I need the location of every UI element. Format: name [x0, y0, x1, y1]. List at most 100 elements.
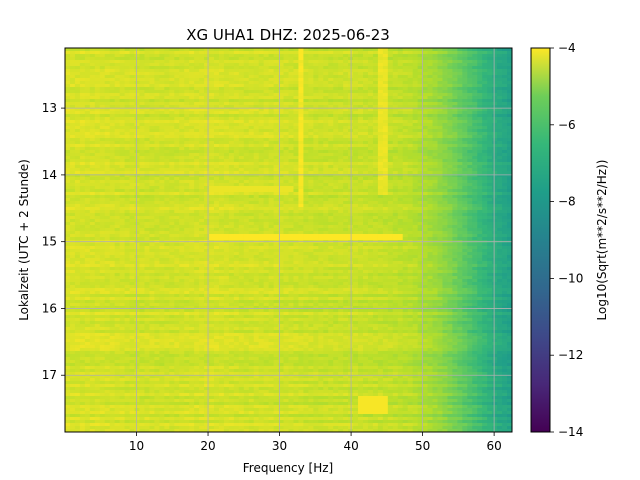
heatmap-cell — [99, 114, 106, 118]
heatmap-cell — [149, 99, 155, 103]
heatmap-cell — [372, 57, 379, 61]
heatmap-cell — [69, 81, 76, 85]
heatmap-cell — [283, 102, 290, 106]
heatmap-cell — [467, 72, 473, 76]
heatmap-cell — [452, 96, 458, 100]
heatmap-cell — [462, 90, 468, 94]
heatmap-cell — [179, 117, 185, 121]
heatmap-cell — [194, 54, 200, 58]
heatmap-cell — [407, 48, 414, 52]
heatmap-cell — [422, 114, 429, 118]
heatmap-cell — [353, 81, 359, 85]
heatmap-cell — [353, 126, 359, 130]
heatmap-cell — [452, 120, 458, 124]
heatmap-cell — [233, 126, 240, 130]
heatmap-cell — [139, 90, 146, 94]
heatmap-cell — [238, 108, 245, 112]
heatmap-cell — [164, 72, 170, 76]
heatmap-cell — [392, 117, 399, 121]
heatmap-cell — [258, 78, 265, 82]
heatmap-cell — [144, 114, 151, 118]
heatmap-cell — [482, 84, 488, 88]
heatmap-cell — [367, 126, 374, 130]
heatmap-cell — [109, 108, 116, 112]
heatmap-cell — [218, 114, 225, 118]
heatmap-cell — [194, 60, 200, 64]
heatmap-cell — [492, 78, 498, 82]
heatmap-cell — [169, 57, 175, 61]
heatmap-cell — [397, 102, 404, 106]
heatmap-cell — [243, 87, 250, 91]
heatmap-cell — [293, 105, 300, 109]
heatmap-cell — [104, 81, 111, 85]
heatmap-cell — [293, 96, 300, 100]
heatmap-cell — [104, 105, 111, 109]
heatmap-cell — [452, 111, 458, 115]
heatmap-cell — [293, 90, 300, 94]
heatmap-cell — [497, 54, 503, 58]
heatmap-cell — [372, 75, 379, 79]
heatmap-cell — [328, 123, 334, 127]
heatmap-cell — [293, 78, 300, 82]
heatmap-cell — [204, 60, 210, 64]
heatmap-cell — [288, 126, 295, 130]
heatmap-cell — [65, 105, 71, 109]
heatmap-cell — [422, 66, 429, 70]
heatmap-cell — [353, 51, 359, 55]
heatmap-cell — [507, 66, 512, 70]
heatmap-cell — [253, 78, 260, 82]
heatmap-cell — [482, 75, 488, 79]
heatmap-cell — [477, 90, 483, 94]
heatmap-cell — [507, 93, 512, 97]
heatmap-cell — [437, 69, 444, 73]
heatmap-cell — [507, 102, 512, 106]
heatmap-cell — [278, 66, 285, 70]
heatmap-cell — [318, 81, 324, 85]
heatmap-cell — [144, 57, 151, 61]
heatmap-cell — [94, 126, 101, 130]
heatmap-cell — [367, 66, 374, 70]
heatmap-cell — [74, 75, 81, 79]
heatmap-cell — [407, 114, 414, 118]
heatmap-cell — [263, 48, 270, 52]
heatmap-cell — [129, 114, 136, 118]
heatmap-cell — [238, 51, 245, 55]
heatmap-cell — [288, 78, 295, 82]
heatmap-cell — [462, 57, 468, 61]
heatmap-cell — [223, 57, 230, 61]
heatmap-cell — [502, 63, 508, 67]
heatmap-cell — [169, 102, 175, 106]
heatmap-cell — [154, 90, 160, 94]
heatmap-cell — [487, 75, 493, 79]
heatmap-cell — [104, 60, 111, 64]
heatmap-cell — [134, 99, 141, 103]
heatmap-cell — [417, 102, 424, 106]
heatmap-cell — [209, 81, 215, 85]
heatmap-cell — [179, 66, 185, 70]
heatmap-cell — [467, 54, 473, 58]
heatmap-cell — [248, 78, 255, 82]
heatmap-cell — [129, 87, 136, 91]
heatmap-cell — [104, 111, 111, 115]
heatmap-cell — [462, 84, 468, 88]
heatmap-cell — [94, 51, 101, 55]
heatmap-cell — [65, 111, 71, 115]
heatmap-cell — [119, 60, 126, 64]
heatmap-cell — [154, 114, 160, 118]
heatmap-cell — [263, 93, 270, 97]
heatmap-cell — [477, 84, 483, 88]
heatmap-cell — [263, 99, 270, 103]
heatmap-cell — [214, 48, 220, 52]
heatmap-cell — [372, 96, 379, 100]
heatmap-cell — [507, 75, 512, 79]
heatmap-cell — [204, 102, 210, 106]
heatmap-cell — [412, 63, 419, 67]
heatmap-cell — [84, 72, 91, 76]
heatmap-cell — [258, 57, 265, 61]
heatmap-cell — [358, 108, 364, 112]
heatmap-cell — [134, 93, 141, 97]
heatmap-cell — [412, 108, 419, 112]
heatmap-cell — [99, 99, 106, 103]
heatmap-cell — [447, 69, 453, 73]
heatmap-cell — [427, 96, 434, 100]
